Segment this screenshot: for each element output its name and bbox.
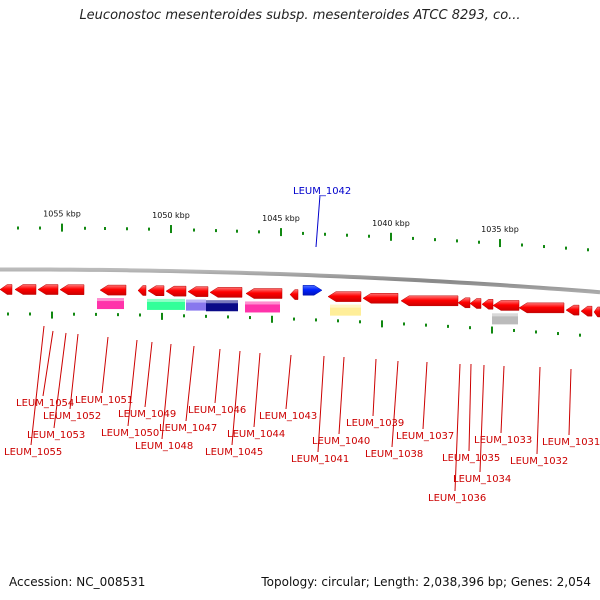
gene-label-LEUM_1047[interactable]: LEUM_1047	[159, 423, 217, 434]
reverse-strand-gene[interactable]	[137, 285, 147, 296]
reverse-strand-gene[interactable]	[518, 302, 565, 314]
gene-leader-line	[42, 330, 54, 397]
gene-leader-line	[372, 358, 377, 417]
genome-backbone	[0, 267, 600, 295]
gene-leader-line	[285, 354, 292, 410]
gene-leader-line	[391, 360, 399, 448]
feature-block-highlight	[147, 298, 185, 302]
gene-leader-line	[185, 345, 195, 422]
reverse-strand-gene[interactable]	[37, 284, 59, 295]
gene-label-LEUM_1034[interactable]: LEUM_1034	[453, 474, 511, 485]
reverse-strand-gene[interactable]	[147, 285, 165, 296]
gene-label-LEUM_1050[interactable]: LEUM_1050	[101, 428, 159, 439]
reverse-strand-gene[interactable]	[469, 298, 482, 309]
gene-leader-line	[30, 325, 45, 446]
gene-label-LEUM_1031[interactable]: LEUM_1031	[542, 437, 600, 448]
reverse-strand-gene[interactable]	[481, 299, 494, 310]
reverse-strand-gene[interactable]	[400, 295, 459, 307]
feature-block	[97, 298, 124, 310]
gene-leader-line	[338, 356, 345, 435]
gene-label-LEUM_1037[interactable]: LEUM_1037	[396, 431, 454, 442]
scale-label: 1040 kbp	[372, 219, 410, 228]
gene-label-LEUM_1053[interactable]: LEUM_1053	[27, 430, 85, 441]
scale-label: 1035 kbp	[481, 225, 519, 234]
gene-label-LEUM_1041[interactable]: LEUM_1041	[291, 454, 349, 465]
feature-block-highlight	[206, 300, 238, 304]
feature-block-highlight	[330, 304, 361, 308]
gene-label-LEUM_1038[interactable]: LEUM_1038	[365, 449, 423, 460]
gene-leader-line	[536, 366, 541, 455]
scale-label: 1055 kbp	[43, 210, 81, 219]
map-title: Leuconostoc mesenteroides subsp. mesente…	[79, 8, 521, 23]
reverse-strand-gene[interactable]	[245, 288, 283, 299]
gene-label-LEUM_1045[interactable]: LEUM_1045	[205, 447, 263, 458]
reverse-strand-gene[interactable]	[187, 286, 209, 297]
reverse-strand-gene[interactable]	[457, 297, 471, 309]
scale-label: 1045 kbp	[262, 214, 300, 223]
gene-leader-line	[214, 348, 221, 404]
feature-block	[330, 304, 361, 316]
reverse-strand-gene[interactable]	[580, 305, 593, 317]
feature-block	[206, 300, 238, 312]
reverse-strand-gene[interactable]	[59, 284, 85, 295]
feature-block	[245, 301, 280, 313]
gene-leader-line	[568, 368, 572, 436]
reverse-strand-gene[interactable]	[99, 284, 127, 296]
gene-leader-line	[315, 194, 321, 248]
gene-leader-line	[468, 363, 472, 452]
feature-block-highlight	[492, 313, 518, 317]
gene-label-LEUM_1040[interactable]: LEUM_1040	[312, 436, 370, 447]
gene-leader-line	[422, 361, 428, 430]
reverse-strand-gene[interactable]	[0, 284, 13, 295]
gene-label-LEUM_1052[interactable]: LEUM_1052	[43, 411, 101, 422]
reverse-strand-gene[interactable]	[327, 291, 362, 302]
feature-block	[492, 313, 518, 325]
gene-label-LEUM_1046[interactable]: LEUM_1046	[188, 405, 246, 416]
reverse-strand-gene[interactable]	[14, 284, 37, 295]
feature-block	[147, 298, 185, 310]
feature-block-highlight	[186, 299, 206, 303]
gene-label-LEUM_1054[interactable]: LEUM_1054	[16, 398, 74, 409]
gene-label-LEUM_1051[interactable]: LEUM_1051	[75, 395, 133, 406]
gene-label-LEUM_1033[interactable]: LEUM_1033	[474, 435, 532, 446]
gene-label-LEUM_1043[interactable]: LEUM_1043	[259, 411, 317, 422]
reverse-strand-gene[interactable]	[289, 289, 299, 300]
gene-leader-line	[231, 350, 241, 446]
gene-leader-line	[101, 336, 109, 394]
gene-leader-line	[127, 339, 138, 427]
feature-block	[186, 299, 206, 311]
gene-label-LEUM_1039[interactable]: LEUM_1039	[346, 418, 404, 429]
scale-label: 1050 kbp	[152, 211, 190, 220]
forward-strand-gene[interactable]	[302, 285, 323, 296]
feature-block-highlight	[97, 298, 124, 302]
gene-leader-line	[161, 343, 172, 440]
reverse-strand-gene[interactable]	[209, 287, 243, 298]
gene-leader-line	[53, 332, 67, 429]
gene-label-LEUM_1048[interactable]: LEUM_1048	[135, 441, 193, 452]
gene-label-LEUM_1035[interactable]: LEUM_1035	[442, 453, 500, 464]
gene-leader-line	[500, 365, 505, 434]
reverse-strand-gene[interactable]	[593, 306, 600, 318]
gene-label-LEUM_1036[interactable]: LEUM_1036	[428, 493, 486, 504]
gene-label-LEUM_1049[interactable]: LEUM_1049	[118, 409, 176, 420]
gene-leader-line	[454, 363, 461, 492]
gene-label-LEUM_1055[interactable]: LEUM_1055	[4, 447, 62, 458]
gene-leader-line	[144, 341, 153, 408]
gene-leader-line	[69, 333, 79, 410]
reverse-strand-gene[interactable]	[165, 285, 187, 297]
gene-leader-line	[479, 364, 485, 473]
gene-leader-line	[253, 352, 261, 428]
reverse-strand-gene[interactable]	[565, 304, 580, 316]
gene-label-LEUM_1042[interactable]: LEUM_1042	[293, 186, 351, 197]
gene-label-LEUM_1044[interactable]: LEUM_1044	[227, 429, 285, 440]
accession-text: Accession: NC_008531	[9, 575, 146, 589]
reverse-strand-gene[interactable]	[362, 293, 399, 304]
reverse-strand-gene[interactable]	[492, 300, 520, 311]
gene-label-LEUM_1032[interactable]: LEUM_1032	[510, 456, 568, 467]
gene-leader-line	[317, 355, 325, 453]
genome-summary-text: Topology: circular; Length: 2,038,396 bp…	[261, 575, 591, 589]
feature-block-highlight	[245, 301, 280, 305]
